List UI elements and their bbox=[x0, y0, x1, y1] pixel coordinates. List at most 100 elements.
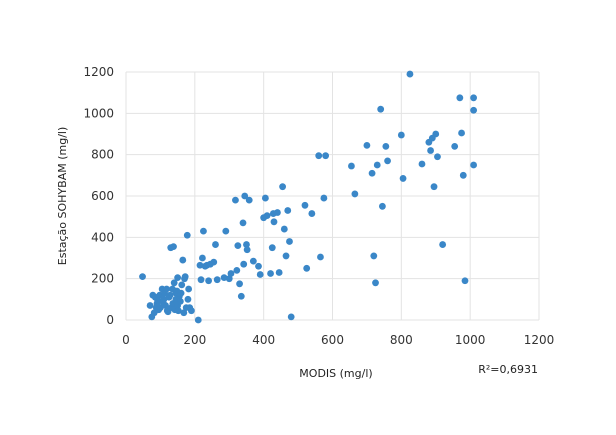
data-point-109 bbox=[382, 143, 390, 150]
data-point-96 bbox=[308, 210, 316, 217]
data-point-37 bbox=[177, 289, 185, 297]
data-point-52 bbox=[199, 254, 206, 262]
data-point-89 bbox=[280, 225, 288, 233]
data-point-17 bbox=[163, 285, 171, 293]
data-points bbox=[139, 70, 478, 324]
data-point-40 bbox=[180, 309, 188, 317]
y-tick-label-3: 600 bbox=[91, 189, 114, 203]
data-point-44 bbox=[183, 231, 191, 239]
data-point-119 bbox=[434, 153, 441, 161]
data-point-122 bbox=[456, 94, 464, 102]
data-point-36 bbox=[176, 298, 184, 305]
data-point-16 bbox=[162, 302, 169, 309]
data-point-82 bbox=[267, 270, 274, 277]
data-point-123 bbox=[458, 129, 465, 137]
grid-layer bbox=[125, 71, 540, 321]
data-point-125 bbox=[461, 277, 469, 285]
data-point-86 bbox=[274, 209, 281, 216]
data-point-42 bbox=[181, 273, 189, 280]
data-point-110 bbox=[384, 157, 391, 165]
data-point-129 bbox=[406, 70, 414, 78]
data-point-90 bbox=[282, 252, 290, 260]
data-point-127 bbox=[470, 94, 478, 102]
data-point-104 bbox=[368, 169, 376, 177]
data-point-107 bbox=[373, 161, 381, 169]
r-squared-annotation: R²=0,6931 bbox=[478, 363, 538, 376]
data-point-68 bbox=[236, 280, 243, 288]
y-tick-label-5: 1000 bbox=[83, 106, 114, 120]
data-point-95 bbox=[303, 264, 311, 272]
data-point-66 bbox=[233, 267, 241, 274]
x-tick-label-5: 1000 bbox=[455, 333, 486, 347]
data-point-80 bbox=[261, 194, 269, 202]
data-point-59 bbox=[212, 241, 219, 248]
data-point-112 bbox=[399, 175, 407, 182]
data-point-88 bbox=[279, 183, 286, 191]
data-point-45 bbox=[184, 295, 192, 303]
x-tick-labels: 0 200 400 600 800 1000 1200 bbox=[122, 333, 554, 347]
data-point-60 bbox=[213, 276, 221, 284]
data-point-14 bbox=[160, 295, 168, 303]
data-point-21 bbox=[166, 291, 174, 299]
data-point-74 bbox=[243, 246, 251, 254]
data-point-73 bbox=[243, 241, 250, 248]
data-point-85 bbox=[270, 218, 278, 226]
data-point-63 bbox=[225, 275, 233, 283]
data-point-1 bbox=[146, 302, 154, 309]
data-point-53 bbox=[200, 227, 207, 235]
data-point-81 bbox=[263, 212, 271, 220]
data-point-115 bbox=[427, 147, 434, 154]
data-point-8 bbox=[154, 296, 162, 304]
data-point-64 bbox=[227, 270, 235, 277]
data-point-97 bbox=[315, 152, 323, 160]
x-tick-label-3: 600 bbox=[321, 333, 344, 347]
data-point-58 bbox=[210, 258, 218, 266]
data-point-70 bbox=[239, 219, 247, 227]
y-tick-label-4: 800 bbox=[91, 148, 114, 162]
data-point-91 bbox=[284, 207, 292, 214]
data-point-72 bbox=[241, 192, 249, 200]
data-point-33 bbox=[174, 274, 182, 282]
x-tick-label-4: 800 bbox=[390, 333, 413, 347]
data-point-126 bbox=[470, 161, 478, 169]
x-tick-label-0: 0 bbox=[122, 333, 130, 347]
data-point-121 bbox=[451, 143, 459, 150]
data-point-87 bbox=[275, 269, 283, 276]
data-point-56 bbox=[205, 277, 213, 285]
data-point-50 bbox=[196, 261, 204, 269]
y-tick-label-0: 0 bbox=[106, 313, 114, 327]
data-point-118 bbox=[432, 130, 440, 138]
data-point-94 bbox=[301, 201, 309, 209]
x-tick-label-2: 400 bbox=[252, 333, 275, 347]
data-point-100 bbox=[322, 152, 330, 160]
y-tick-label-6: 1200 bbox=[83, 65, 114, 79]
data-point-77 bbox=[255, 262, 262, 270]
data-point-113 bbox=[418, 160, 426, 168]
data-point-27 bbox=[170, 279, 178, 287]
data-point-65 bbox=[232, 196, 239, 204]
data-point-120 bbox=[439, 241, 447, 248]
data-point-11 bbox=[157, 304, 164, 311]
data-point-39 bbox=[179, 256, 187, 264]
data-point-83 bbox=[268, 244, 276, 252]
data-point-46 bbox=[185, 285, 193, 293]
data-point-105 bbox=[370, 252, 378, 260]
data-point-111 bbox=[397, 131, 405, 139]
data-point-103 bbox=[363, 141, 371, 149]
data-point-101 bbox=[348, 162, 355, 170]
data-point-67 bbox=[234, 242, 242, 250]
data-point-78 bbox=[256, 271, 264, 278]
data-point-34 bbox=[174, 307, 182, 315]
x-tick-label-6: 1200 bbox=[524, 333, 555, 347]
data-point-98 bbox=[317, 253, 324, 261]
data-point-71 bbox=[240, 260, 248, 268]
data-point-0 bbox=[139, 273, 146, 280]
data-point-106 bbox=[372, 279, 379, 287]
data-point-117 bbox=[430, 183, 438, 191]
x-tick-label-1: 200 bbox=[183, 333, 206, 347]
data-point-26 bbox=[170, 243, 177, 251]
data-point-62 bbox=[222, 227, 230, 235]
data-point-76 bbox=[249, 257, 257, 265]
